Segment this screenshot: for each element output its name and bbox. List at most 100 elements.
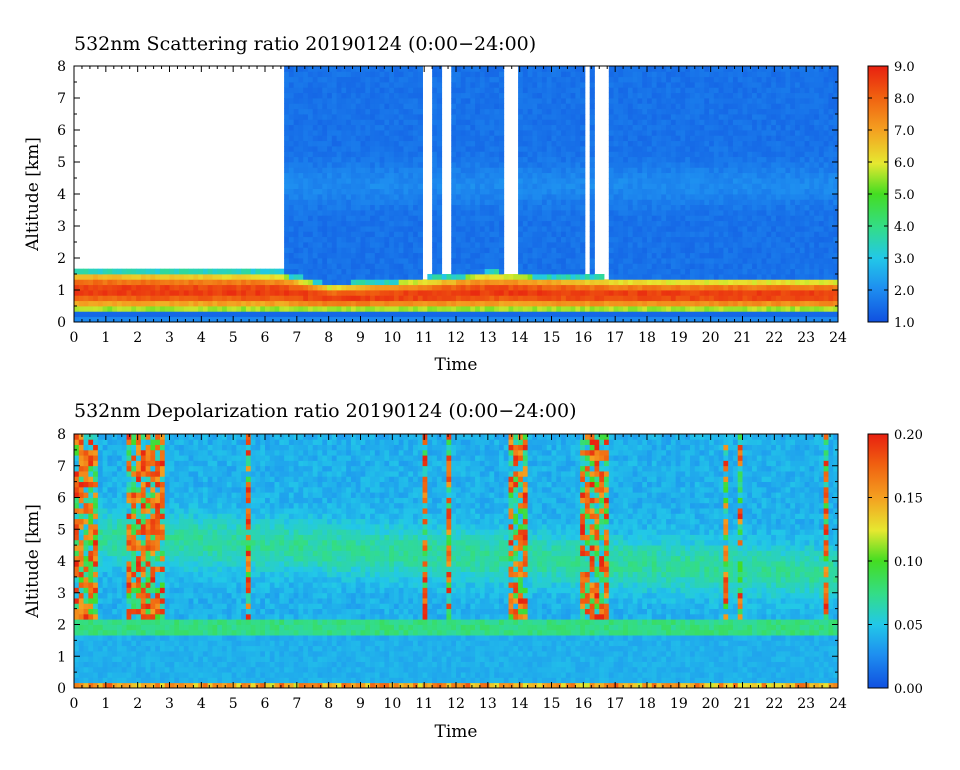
heatmap-cell [747,306,753,312]
heatmap-cell [752,114,758,120]
heatmap-cell [140,290,147,296]
heatmap-cell [365,108,371,115]
heatmap-cell [417,108,423,115]
heatmap-cell [704,295,710,302]
heatmap-cell [527,204,533,211]
heatmap-cell [164,316,170,323]
heatmap-cell [365,178,371,184]
heatmap-cell [551,151,557,158]
heatmap-cell [699,76,705,83]
heatmap-cell [374,300,381,307]
heatmap-cell [766,71,772,78]
heatmap-cell [570,268,576,275]
heatmap-cell [656,316,662,323]
heatmap-cell [675,247,681,254]
heatmap-cell [494,274,500,280]
heatmap-cell [694,258,700,264]
heatmap-cell [436,258,443,264]
heatmap-cell [379,98,385,104]
heatmap-cell [551,311,557,318]
heatmap-cell [365,71,371,78]
heatmap-cell [575,284,581,291]
heatmap-cell [666,130,672,136]
heatmap-cell [666,311,672,318]
heatmap-cell [541,268,548,275]
heatmap-cell [713,306,720,312]
heatmap-cell [718,284,724,291]
heatmap-cell [761,279,767,286]
heatmap-cell [723,108,729,115]
heatmap-cell [393,151,400,158]
heatmap-cell [346,236,352,243]
heatmap-cell [580,220,586,227]
heatmap-cell [446,284,452,291]
heatmap-cell [307,295,314,302]
heatmap-cell [742,220,748,227]
heatmap-cell [274,306,280,312]
heatmap-cell [355,290,361,296]
heatmap-cell [775,236,782,243]
heatmap-cell [226,290,232,296]
heatmap-cell [475,210,481,216]
heatmap-cell [389,146,395,152]
heatmap-cell [537,247,543,254]
heatmap-cell [580,183,586,190]
heatmap-cell [288,199,295,206]
heatmap-cell [231,300,237,307]
heatmap-cell [522,306,529,312]
heatmap-cell [479,247,486,254]
heatmap-cell [608,204,614,211]
heatmap-cell [293,220,299,227]
heatmap-cell [589,204,595,211]
heatmap-cell [470,162,476,168]
heatmap-cell [293,178,299,184]
heatmap-cell [484,231,490,238]
heatmap-cell [413,188,419,195]
heatmap-cell [494,220,500,227]
heatmap-cell [637,252,643,259]
heatmap-cell [498,199,505,206]
heatmap-cell [408,71,414,78]
heatmap-cell [121,290,127,296]
heatmap-cell [312,124,318,131]
heatmap-cell [236,290,242,296]
heatmap-cell [618,199,624,206]
heatmap-cell [389,92,395,99]
heatmap-cell [575,87,581,94]
heatmap-cell [341,130,347,136]
heatmap-cell [475,82,481,88]
heatmap-cell [537,263,543,270]
heatmap-cell [284,220,290,227]
heatmap-cell [627,172,634,179]
heatmap-cell [518,242,524,248]
heatmap-cell [689,199,696,206]
heatmap-cell [752,210,758,216]
heatmap-cell [761,210,767,216]
heatmap-cell [656,82,662,88]
heatmap-cell [212,290,218,296]
heatmap-cell [561,98,567,104]
heatmap-cell [642,140,648,147]
heatmap-cell [637,183,643,190]
heatmap-cell [537,252,543,259]
heatmap-cell [766,290,772,296]
heatmap-cell [761,247,767,254]
heatmap-cell [97,290,104,296]
heatmap-cell [484,114,490,120]
heatmap-cell [370,119,376,126]
heatmap-cell [589,247,595,254]
heatmap-cell [398,311,404,318]
heatmap-cell [704,284,710,291]
heatmap-cell [732,199,739,206]
heatmap-cell [551,290,557,296]
heatmap-cell [341,178,347,184]
heatmap-cell [327,226,333,232]
heatmap-cell [513,306,519,312]
heatmap-cell [551,135,557,142]
heatmap-cell [537,146,543,152]
heatmap-cell [546,146,552,152]
heatmap-cell [623,194,629,200]
heatmap-cell [370,252,376,259]
heatmap-cell [360,210,366,216]
heatmap-cell [97,306,104,312]
